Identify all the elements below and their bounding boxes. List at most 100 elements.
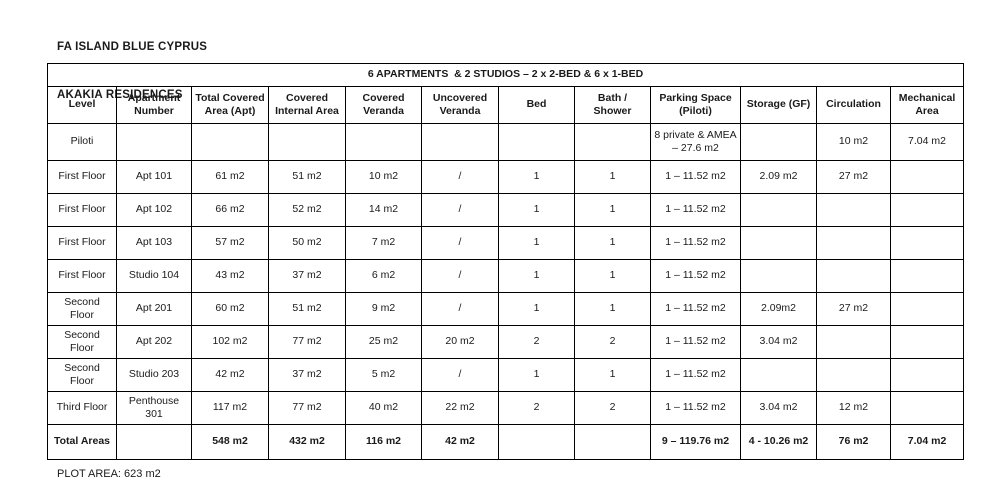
table-cell: 1 — [498, 193, 575, 227]
table-cell — [740, 123, 817, 161]
table-cell: 40 m2 — [345, 391, 422, 425]
table-cell — [889, 358, 965, 392]
table-cell: / — [421, 292, 499, 326]
table-cell: 1 — [574, 292, 651, 326]
table-cell — [740, 358, 817, 392]
table-row: Second Floor Apt 201 60 m2 51 m2 9 m2/1 1 1 – … — [47, 292, 965, 326]
table-cell: Apt 102 — [116, 193, 192, 227]
column-header: Mechanical Area — [889, 86, 965, 124]
table-cell: First Floor — [47, 193, 117, 227]
table-cell: 1 – 11.52 m2 — [650, 193, 741, 227]
table-cell: 1 — [498, 226, 575, 260]
table-cell: 27 m2 — [816, 160, 891, 194]
table-cell — [345, 123, 422, 161]
table-cell: 2.09 m2 — [740, 160, 817, 194]
table-cell — [816, 325, 891, 359]
table-cell — [889, 292, 965, 326]
table-row: Third Floor Penthouse 301 117 m2 77 m2 40 m2… — [47, 391, 965, 425]
table-row: Second Floor Studio 203 42 m2 37 m2 5 m2/1 1 1… — [47, 358, 965, 392]
table-cell: 116 m2 — [345, 424, 422, 460]
table-cell: 37 m2 — [268, 259, 346, 293]
table-cell: 2 — [498, 325, 575, 359]
table-cell: 42 m2 — [421, 424, 499, 460]
table-cell: Total Areas — [47, 424, 117, 460]
table-cell: 1 — [498, 292, 575, 326]
table-cell: 432 m2 — [268, 424, 346, 460]
table-cell: 7 m2 — [345, 226, 422, 260]
table-cell: Apt 101 — [116, 160, 192, 194]
table-cell — [574, 123, 651, 161]
table-cell: 14 m2 — [345, 193, 422, 227]
table-cell: 8 private & AMEA – 27.6 m2 — [650, 123, 741, 161]
total-areas-row: Total Areas 548 m2 432 m2 116 m2 42 m2 9 – 11… — [47, 424, 965, 460]
table-title-row: 6 APARTMENTS & 2 STUDIOS – 2 x 2-BED & 6… — [46, 63, 965, 87]
table-cell: 76 m2 — [816, 424, 891, 460]
table-cell: 12 m2 — [816, 391, 891, 425]
table-cell: 6 m2 — [345, 259, 422, 293]
table-cell: 1 — [574, 226, 651, 260]
table-row: First Floor Apt 102 66 m2 52 m2 14 m2/1 1 1 – … — [47, 193, 965, 227]
table-cell: Piloti — [47, 123, 117, 161]
table-cell — [740, 259, 817, 293]
table-cell: / — [421, 193, 499, 227]
table-cell: / — [421, 358, 499, 392]
table-cell — [816, 259, 891, 293]
table-cell: 102 m2 — [191, 325, 269, 359]
table-cell — [816, 193, 891, 227]
table-cell: 1 – 11.52 m2 — [650, 325, 741, 359]
table-cell: 51 m2 — [268, 292, 346, 326]
table-cell: 1 – 11.52 m2 — [650, 259, 741, 293]
table-cell: Second Floor — [47, 325, 117, 359]
table-cell: First Floor — [47, 226, 117, 260]
column-header: Level — [47, 86, 117, 124]
table-cell — [191, 123, 269, 161]
table-cell: 22 m2 — [421, 391, 499, 425]
table-cell — [268, 123, 346, 161]
table-cell: Third Floor — [47, 391, 117, 425]
table-cell: 9 – 119.76 m2 — [650, 424, 741, 460]
table-cell: 1 – 11.52 m2 — [650, 292, 741, 326]
table-cell: 42 m2 — [191, 358, 269, 392]
table-cell — [816, 358, 891, 392]
table-cell: 20 m2 — [421, 325, 499, 359]
table-cell — [421, 123, 499, 161]
table-cell: / — [421, 226, 499, 260]
table-cell: 37 m2 — [268, 358, 346, 392]
table-cell: 1 – 11.52 m2 — [650, 160, 741, 194]
table-cell: Apt 103 — [116, 226, 192, 260]
table-cell: First Floor — [47, 160, 117, 194]
plot-area-note: PLOT AREA: 623 m2 — [57, 468, 161, 480]
table-cell — [740, 226, 817, 260]
table-cell: 1 – 11.52 m2 — [650, 391, 741, 425]
table-cell: 5 m2 — [345, 358, 422, 392]
table-cell: 1 — [574, 193, 651, 227]
table-cell: First Floor — [47, 259, 117, 293]
table-cell: 7.04 m2 — [889, 123, 965, 161]
column-header: Uncovered Veranda — [421, 86, 499, 124]
table-row: First Floor Studio 104 43 m2 37 m2 6 m2/1 1 1 … — [47, 259, 965, 293]
column-header: Covered Veranda — [345, 86, 422, 124]
column-header: Parking Space (Piloti) — [650, 86, 741, 124]
table-cell: Studio 104 — [116, 259, 192, 293]
column-header: Circulation — [816, 86, 891, 124]
table-cell — [498, 424, 575, 460]
table-row: Piloti 8 private & AMEA – 27.6 m2 10 m2 7.0… — [47, 123, 965, 161]
table-cell: 1 – 11.52 m2 — [650, 358, 741, 392]
table-cell: 4 - 10.26 m2 — [740, 424, 817, 460]
table-cell: 50 m2 — [268, 226, 346, 260]
table-cell — [116, 424, 192, 460]
table-cell: 61 m2 — [191, 160, 269, 194]
table-cell — [740, 193, 817, 227]
table-cell: 10 m2 — [816, 123, 891, 161]
table-cell: 3.04 m2 — [740, 391, 817, 425]
column-header: Storage (GF) — [740, 86, 817, 124]
table-cell: Studio 203 — [116, 358, 192, 392]
column-header: Covered Internal Area — [268, 86, 346, 124]
table-cell: Second Floor — [47, 358, 117, 392]
table-cell — [889, 259, 965, 293]
table-cell — [889, 226, 965, 260]
table-cell: 1 — [574, 259, 651, 293]
column-header: Apartment Number — [116, 86, 192, 124]
table-cell: 2 — [574, 325, 651, 359]
column-header: Bath / Shower — [574, 86, 651, 124]
